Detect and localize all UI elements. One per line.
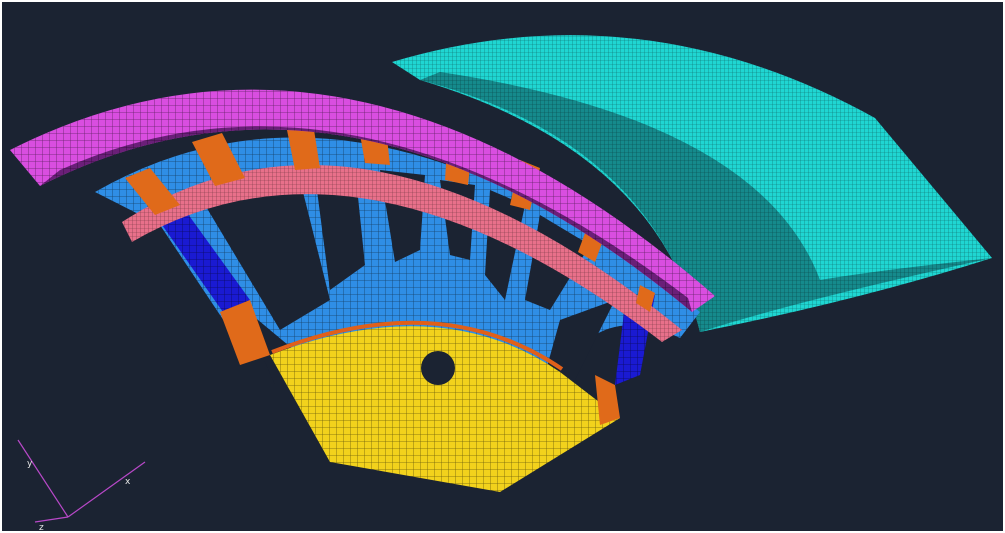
x-label: x [125,477,131,487]
y-label: y [27,459,33,469]
hub [270,320,620,492]
z-axis [34,516,69,523]
y-axis [17,439,69,518]
housing-shell [392,35,992,332]
pink-ring [122,164,682,342]
x-axis [67,461,146,518]
stator-band [10,89,715,312]
z-label: z [39,523,44,533]
axis-triad [17,439,146,523]
